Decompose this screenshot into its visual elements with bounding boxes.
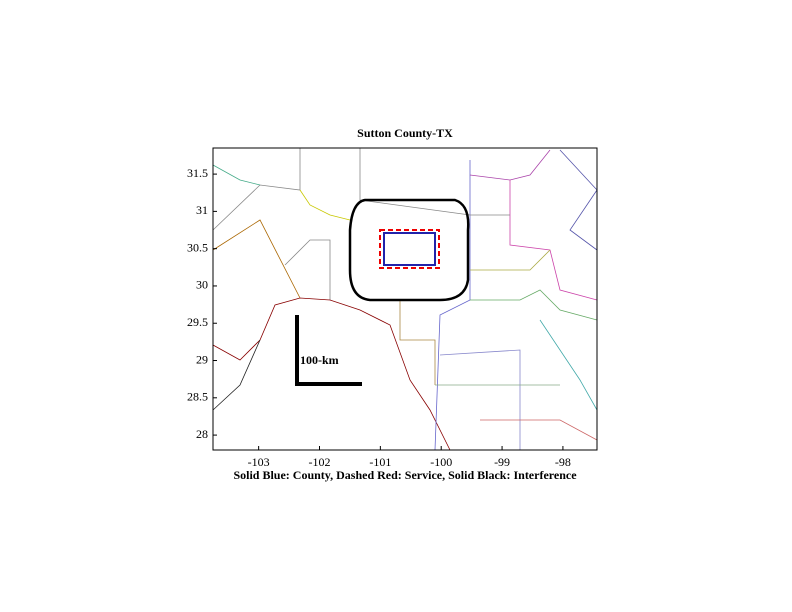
x-tick-label: -102 bbox=[308, 455, 330, 469]
x-tick-label: -98 bbox=[555, 455, 571, 469]
scale-label: 100-km bbox=[300, 353, 339, 367]
county-lines bbox=[212, 148, 598, 451]
x-tick-label: -101 bbox=[369, 455, 391, 469]
x-tick-label: -103 bbox=[248, 455, 270, 469]
x-tick-label: -100 bbox=[430, 455, 452, 469]
y-tick-label: 28.5 bbox=[187, 390, 208, 404]
y-tick-label: 29 bbox=[196, 352, 208, 366]
y-tick-label: 30 bbox=[196, 278, 208, 292]
interference-contour bbox=[348, 198, 470, 302]
x-tick-label: -99 bbox=[494, 455, 510, 469]
axes-frame bbox=[212, 147, 598, 451]
y-tick-label: 31 bbox=[196, 203, 208, 217]
y-tick-label: 30.5 bbox=[187, 240, 208, 254]
y-tick-label: 31.5 bbox=[187, 166, 208, 180]
map-title: Sutton County-TX bbox=[357, 126, 453, 140]
county-boundary bbox=[383, 232, 436, 266]
y-tick-label: 28 bbox=[196, 427, 208, 441]
scale-bar bbox=[295, 315, 362, 386]
service-contour bbox=[379, 229, 440, 269]
caption: Solid Blue: County, Dashed Red: Service,… bbox=[233, 468, 577, 482]
y-tick-label: 29.5 bbox=[187, 315, 208, 329]
